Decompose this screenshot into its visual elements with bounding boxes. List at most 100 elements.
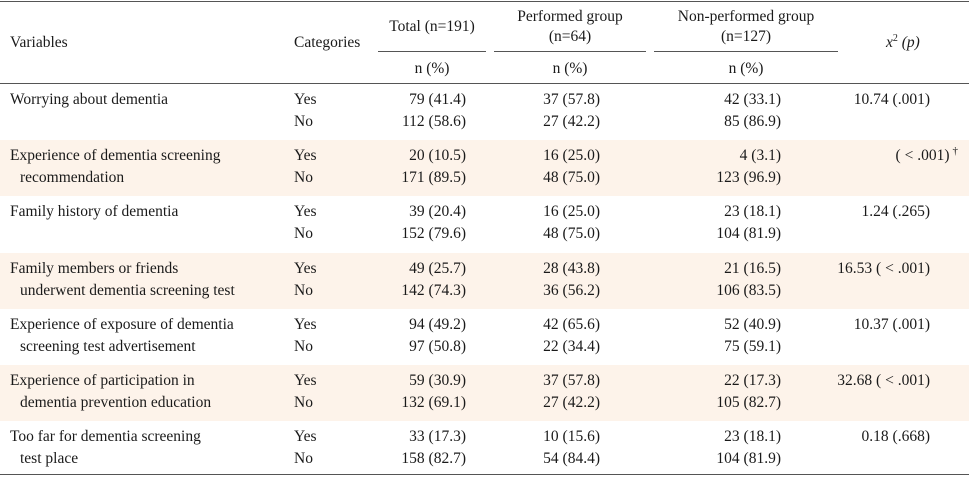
chi-square-text: 16.53 ( < .001) (837, 259, 930, 277)
total-yes-value: 49 (25.7) (409, 259, 466, 277)
category-no: No (294, 281, 313, 299)
performed-no-value: 48 (75.0) (543, 225, 600, 243)
category-no: No (294, 394, 313, 411)
performed-no-value: 27 (42.2) (543, 394, 600, 411)
table-row: Experience of participation in dementia p… (0, 365, 969, 421)
total-yes-value: 20 (10.5) (409, 147, 466, 165)
nonperformed-yes-value: 4 (3.1) (739, 147, 781, 165)
total-no-value: 112 (58.6) (402, 113, 466, 130)
subheader-total-npct: n (%) (414, 60, 450, 77)
total-no-value: 142 (74.3) (401, 281, 466, 299)
header-performed-line1: Performed group (517, 8, 623, 25)
nonperformed-yes-value: 23 (18.1) (724, 203, 781, 221)
chi-square-value: ( < .001) † (896, 145, 958, 167)
total-no-value: 171 (89.5) (401, 169, 466, 187)
nonperformed-no-value: 105 (82.7) (716, 394, 781, 411)
nonperformed-no-value: 123 (96.9) (716, 169, 781, 187)
nonperformed-yes-value: 22 (17.3) (724, 372, 781, 389)
subheader-performed-npct: n (%) (552, 60, 588, 77)
chi-square-value: 0.18 (.668) (862, 426, 930, 448)
table-top-rule (0, 1, 969, 2)
performed-group-rule (494, 51, 646, 52)
performed-yes-value: 16 (25.0) (543, 203, 600, 221)
performed-yes-value: 28 (43.8) (543, 259, 600, 277)
nonperformed-no-value: 104 (81.9) (716, 450, 781, 468)
total-no-value: 158 (82.7) (401, 450, 466, 468)
dagger-footnote-mark: † (952, 145, 959, 158)
total-yes-value: 94 (49.2) (409, 315, 466, 333)
variable-label-continued: test place (20, 450, 79, 468)
category-yes: Yes (294, 372, 317, 389)
category-yes: Yes (294, 259, 317, 277)
chi-square-text: ( < .001) (895, 147, 950, 165)
category-yes: Yes (294, 147, 317, 165)
total-yes-value: 59 (30.9) (409, 372, 466, 389)
subheader-nonperformed-npct: n (%) (728, 60, 764, 77)
category-yes: Yes (294, 315, 317, 333)
nonperformed-yes-value: 23 (18.1) (724, 428, 781, 446)
category-no: No (294, 225, 313, 243)
header-nonperformed-line1: Non-performed group (677, 8, 815, 25)
performed-yes-value: 10 (15.6) (543, 428, 600, 446)
performed-no-value: 36 (56.2) (543, 281, 600, 299)
chi-p: (p) (901, 34, 920, 51)
header-performed-line2: (n=64) (548, 28, 592, 45)
table-row: Worrying about dementia Yes No 79 (41.4) 112… (0, 84, 969, 140)
category-no: No (294, 169, 313, 187)
chi-square-value: 10.74 (.001) (854, 89, 930, 111)
nonperformed-yes-value: 42 (33.1) (724, 91, 781, 108)
chi-square-value: 10.37 (.001) (854, 314, 930, 336)
chi-square-text: 32.68 ( < .001) (837, 372, 930, 389)
variable-label: Too far for dementia screening (10, 428, 201, 446)
variable-label: Experience of participation in (10, 372, 195, 389)
total-no-value: 97 (50.8) (409, 337, 466, 355)
header-bottom-rule (0, 83, 969, 84)
table-row: Family members or friends underwent demen… (0, 252, 969, 309)
header-chi-square: x2 (p) (886, 32, 920, 54)
category-yes: Yes (294, 203, 317, 221)
table-bottom-rule (0, 474, 969, 475)
nonperformed-no-value: 85 (86.9) (724, 113, 781, 130)
table-row: Experience of dementia screening recommen… (0, 140, 969, 197)
total-yes-value: 33 (17.3) (409, 428, 466, 446)
performed-yes-value: 42 (65.6) (543, 315, 600, 333)
nonperformed-no-value: 104 (81.9) (716, 225, 781, 243)
category-yes: Yes (294, 91, 317, 108)
variable-label-continued: recommendation (20, 169, 125, 187)
variable-label: Experience of dementia screening (10, 147, 221, 165)
chi-square-value: 1.24 (.265) (862, 201, 930, 223)
category-yes: Yes (294, 428, 317, 446)
variable-label: Experience of exposure of dementia (10, 315, 234, 333)
variable-label-continued: screening test advertisement (20, 337, 196, 355)
header-nonperformed-line2: (n=127) (720, 28, 772, 45)
header-total: Total (n=191) (389, 18, 475, 35)
chi-symbol: x (886, 34, 893, 51)
performed-no-value: 48 (75.0) (543, 169, 600, 187)
performed-yes-value: 37 (57.8) (543, 372, 600, 389)
total-no-value: 152 (79.6) (401, 225, 466, 243)
variable-label: Family members or friends (10, 259, 179, 277)
chi-square-text: 0.18 (.668) (861, 428, 930, 446)
variable-label: Family history of dementia (10, 203, 179, 221)
total-yes-value: 79 (41.4) (409, 91, 466, 108)
total-yes-value: 39 (20.4) (409, 203, 466, 221)
nonperformed-yes-value: 52 (40.9) (724, 315, 781, 333)
header-categories: Categories (294, 34, 361, 51)
chi-square-value: 32.68 ( < .001) (837, 370, 930, 392)
variable-label-continued: underwent dementia screening test (20, 281, 235, 299)
chi-square-text: 10.74 (.001) (853, 91, 930, 108)
nonperformed-group-rule (654, 51, 838, 52)
variable-label-continued: dementia prevention education (20, 394, 212, 411)
performed-no-value: 27 (42.2) (543, 113, 600, 130)
table-row: Too far for dementia screening test place… (0, 421, 969, 477)
performed-yes-value: 16 (25.0) (543, 147, 600, 165)
table-row: Family history of dementia Yes No 39 (20.4)… (0, 196, 969, 252)
performed-no-value: 54 (84.4) (543, 450, 600, 468)
total-group-rule (378, 51, 486, 52)
chi-exponent: 2 (892, 32, 898, 44)
table-row: Experience of exposure of dementia screen… (0, 309, 969, 365)
chi-square-text: 1.24 (.265) (861, 203, 930, 221)
total-no-value: 132 (69.1) (401, 394, 466, 411)
nonperformed-no-value: 75 (59.1) (724, 337, 781, 355)
